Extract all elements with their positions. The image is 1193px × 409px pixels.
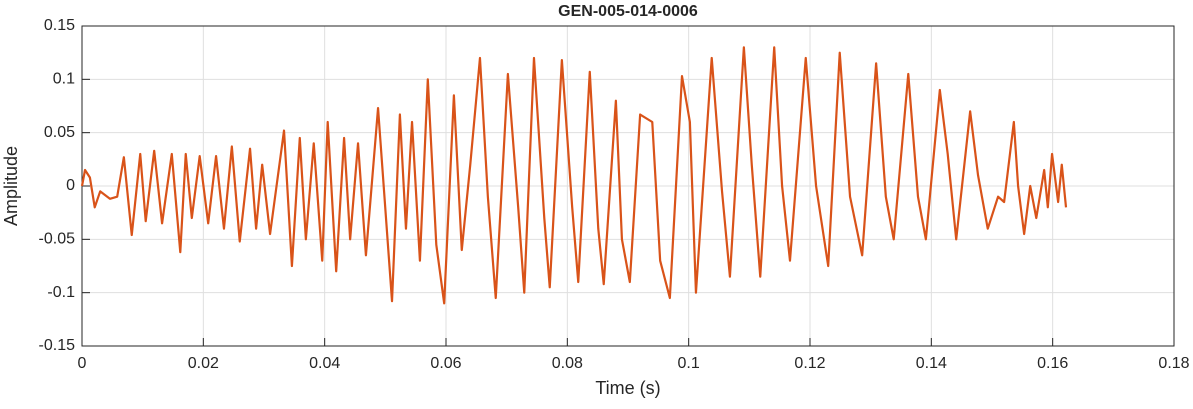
signal-line (80, 46, 1068, 305)
y-tick-label: 0.15 (44, 17, 75, 34)
x-tick-label: 0.12 (794, 355, 825, 372)
x-tick-label: 0.16 (1037, 355, 1068, 372)
y-tick-label: -0.05 (39, 231, 76, 248)
x-tick-label: 0.08 (552, 355, 583, 372)
y-tick-label: 0 (66, 177, 75, 194)
x-tick-label: 0.14 (916, 355, 947, 372)
y-tick-label: 0.05 (44, 124, 75, 141)
x-tick-label: 0.18 (1158, 355, 1189, 372)
x-tick-label: 0 (78, 355, 87, 372)
y-tick-label: -0.1 (47, 284, 75, 301)
y-tick-label: -0.15 (39, 337, 76, 354)
chart-title: GEN-005-014-0006 (558, 3, 698, 20)
x-axis-label: Time (s) (595, 378, 660, 398)
x-tick-label: 0.06 (430, 355, 461, 372)
y-axis-label: Amplitude (1, 146, 21, 226)
x-tick-label: 0.02 (188, 355, 219, 372)
x-tick-label: 0.1 (678, 355, 700, 372)
y-tick-label: 0.1 (53, 71, 75, 88)
x-tick-label: 0.04 (309, 355, 340, 372)
